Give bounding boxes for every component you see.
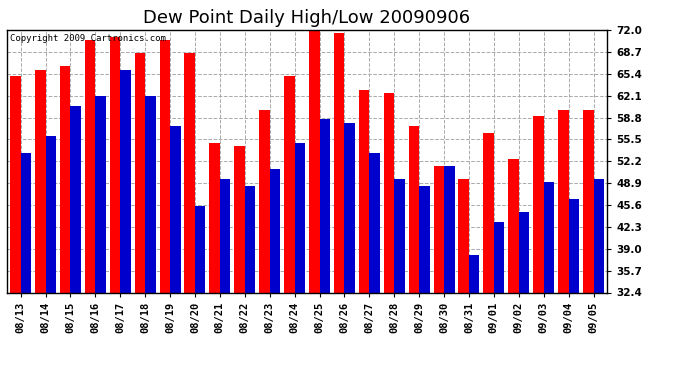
- Bar: [35, 70, 46, 375]
- Bar: [558, 110, 569, 375]
- Bar: [145, 96, 156, 375]
- Bar: [509, 159, 519, 375]
- Bar: [70, 106, 81, 375]
- Bar: [209, 143, 220, 375]
- Bar: [110, 37, 120, 375]
- Bar: [319, 120, 330, 375]
- Bar: [569, 199, 579, 375]
- Bar: [270, 169, 280, 375]
- Bar: [235, 146, 245, 375]
- Bar: [120, 70, 130, 375]
- Bar: [394, 179, 405, 375]
- Bar: [433, 166, 444, 375]
- Bar: [519, 212, 529, 375]
- Bar: [295, 143, 305, 375]
- Bar: [344, 123, 355, 375]
- Bar: [21, 153, 31, 375]
- Bar: [85, 40, 95, 375]
- Bar: [419, 186, 430, 375]
- Title: Dew Point Daily High/Low 20090906: Dew Point Daily High/Low 20090906: [144, 9, 471, 27]
- Bar: [444, 166, 455, 375]
- Bar: [60, 66, 70, 375]
- Bar: [170, 126, 181, 375]
- Bar: [220, 179, 230, 375]
- Bar: [458, 179, 469, 375]
- Bar: [494, 222, 504, 375]
- Bar: [359, 90, 369, 375]
- Bar: [583, 110, 593, 375]
- Bar: [408, 126, 419, 375]
- Bar: [334, 33, 344, 375]
- Bar: [184, 53, 195, 375]
- Bar: [159, 40, 170, 375]
- Bar: [384, 93, 394, 375]
- Bar: [245, 186, 255, 375]
- Bar: [46, 136, 56, 375]
- Bar: [309, 30, 319, 375]
- Bar: [95, 96, 106, 375]
- Bar: [369, 153, 380, 375]
- Bar: [284, 76, 295, 375]
- Bar: [484, 133, 494, 375]
- Bar: [544, 183, 554, 375]
- Bar: [533, 116, 544, 375]
- Bar: [259, 110, 270, 375]
- Bar: [195, 206, 206, 375]
- Bar: [469, 255, 480, 375]
- Bar: [10, 76, 21, 375]
- Bar: [135, 53, 145, 375]
- Text: Copyright 2009 Cartronics.com: Copyright 2009 Cartronics.com: [10, 34, 166, 43]
- Bar: [593, 179, 604, 375]
